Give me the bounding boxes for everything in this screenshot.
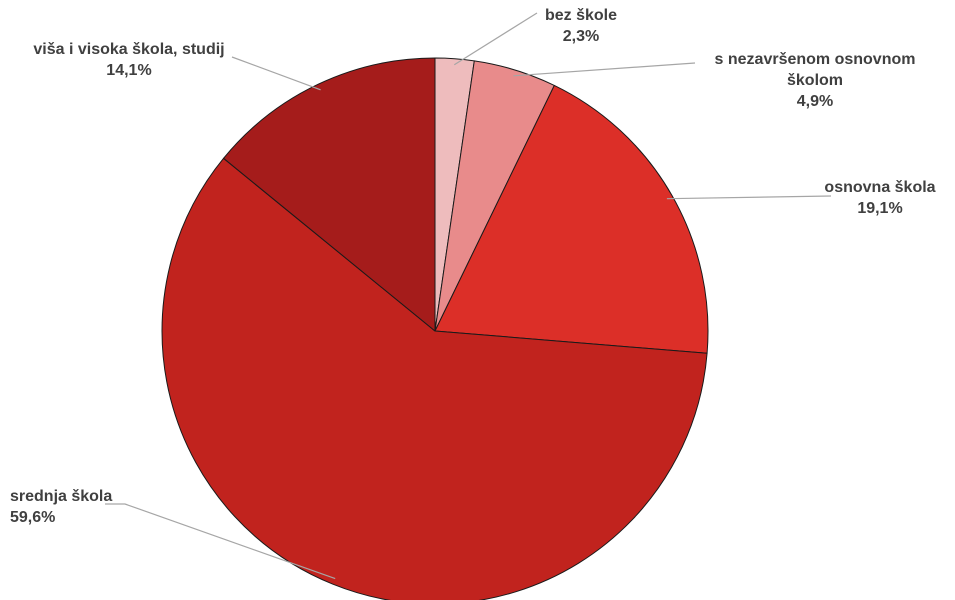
label-srednja-skola-name: srednja škola [10, 488, 113, 505]
label-nezavrsena-osnovna: s nezavršenom osnovnom školom 4,9% [715, 49, 916, 112]
label-osnovna-skola-value: 19,1% [857, 200, 903, 217]
pie-slice-visa-i-visoka-skola-studij [223, 57, 436, 332]
label-osnovna-skola-name: osnovna škola [824, 179, 936, 196]
label-bez-skole: bez škole 2,3% [545, 5, 617, 47]
label-bez-skole-value: 2,3% [562, 28, 600, 45]
label-visa-visoka-skola: viša i visoka škola, studij 14,1% [33, 39, 224, 81]
leader-line-bez-skole [453, 12, 538, 66]
label-visa-visoka-skola-name: viša i visoka škola, studij [33, 41, 225, 58]
label-nezavrsena-osnovna-line1: s nezavršenom osnovnom [714, 51, 916, 68]
label-nezavrsena-osnovna-line2: školom [786, 72, 844, 89]
label-bez-skole-name: bez škole [544, 7, 618, 24]
label-visa-visoka-skola-value: 14,1% [106, 62, 152, 79]
leader-line-osnovna-skola [666, 195, 832, 200]
label-srednja-skola: srednja škola 59,6% [10, 486, 112, 528]
pie-slice-osnovna-skola [434, 84, 709, 354]
label-nezavrsena-osnovna-value: 4,9% [796, 93, 834, 110]
leader-line-visa-i-visoka-skola-studij [231, 56, 321, 91]
label-osnovna-skola: osnovna škola 19,1% [824, 177, 935, 219]
label-srednja-skola-value: 59,6% [10, 509, 56, 526]
leader-line-srednja-skola [105, 503, 336, 580]
pie-slice-srednja-skola [161, 157, 708, 600]
leader-line-s-nezavrsenom-osnovnom-skolom [513, 62, 696, 77]
